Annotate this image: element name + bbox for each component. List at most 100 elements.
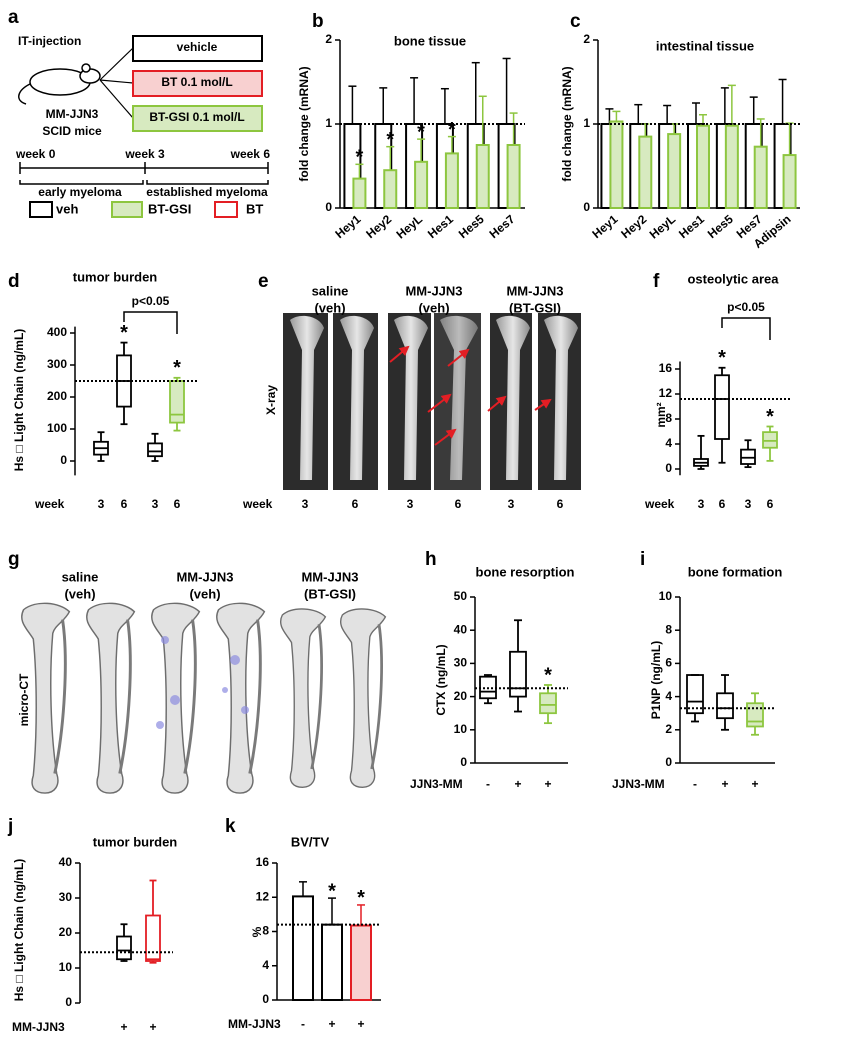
bar [696, 124, 710, 209]
significance-star: * [448, 119, 456, 141]
week-label: 3 [508, 497, 515, 511]
chart-title: BV/TV [291, 834, 330, 849]
mouse-icon [18, 63, 101, 105]
box [509, 650, 527, 698]
group-title: MM-JJN3 [405, 283, 462, 298]
y-tick-label: 0 [65, 995, 72, 1009]
y-tick-label: 10 [454, 722, 468, 736]
panel-letter: g [8, 549, 20, 570]
phase-label: established myeloma [146, 185, 268, 199]
x-tick-label: - [301, 1017, 305, 1031]
group-title: MM-JJN3 [176, 569, 233, 584]
significance-star: * [120, 322, 128, 344]
y-tick-label: 6 [665, 656, 672, 670]
group-title: (BT-GSI) [509, 300, 561, 315]
group-title: MM-JJN3 [301, 569, 358, 584]
y-tick-label: 0 [665, 755, 672, 769]
y-tick-label: 4 [262, 958, 269, 972]
box [762, 431, 778, 449]
panel-letter: f [653, 271, 660, 292]
panel-letter: d [8, 271, 20, 292]
x-tick-label: Hey1 [332, 212, 363, 241]
chart-title: bone tissue [394, 33, 466, 48]
legend-swatch [29, 201, 53, 218]
box [169, 380, 185, 424]
legend-label: BT-GSI [148, 201, 191, 216]
legend-swatch [111, 201, 143, 218]
box [147, 442, 163, 458]
bar [609, 120, 624, 209]
x-tick-label: 6 [121, 497, 128, 511]
box [145, 914, 161, 962]
chart-title: bone formation [688, 564, 783, 579]
row-label: X-ray [264, 385, 278, 415]
box [746, 702, 764, 728]
row-label: micro-CT [17, 673, 31, 726]
panel-letter: k [225, 816, 236, 837]
bracket-label: p<0.05 [727, 300, 765, 314]
week-label: 6 [455, 497, 462, 511]
y-tick-label: 0 [583, 200, 590, 214]
xray-arrows [389, 345, 552, 446]
x-tick-label: Hes7 [487, 212, 518, 241]
y-tick-label: 16 [256, 855, 270, 869]
x-tick-label: 3 [152, 497, 159, 511]
y-tick-label: 200 [47, 389, 67, 403]
significance-star: * [328, 880, 336, 902]
bar [321, 923, 343, 1002]
bar [506, 144, 521, 209]
panel-letter: a [8, 7, 19, 28]
treatment-box [132, 105, 263, 132]
x-tick-label: Hes1 [676, 212, 707, 241]
group-title: (veh) [189, 586, 220, 601]
bar [350, 924, 372, 1001]
treatment-box [132, 70, 263, 97]
y-tick-label: 12 [256, 889, 270, 903]
y-tick-label: 2 [583, 32, 590, 46]
x-title: MM-JJN3 [12, 1020, 65, 1034]
chart-title: tumor burden [73, 269, 158, 284]
box [116, 935, 132, 961]
x-tick-label: HeyL [647, 212, 678, 242]
y-tick-label: 10 [59, 960, 73, 974]
x-tick-label: 3 [698, 497, 705, 511]
bar [414, 160, 429, 210]
x-tick-label: + [328, 1017, 335, 1031]
bar [667, 133, 682, 209]
y-tick-label: 8 [665, 411, 672, 425]
panel-letter: j [7, 816, 13, 837]
timeline-label: week 6 [230, 147, 271, 161]
x-tick-label: + [751, 777, 758, 791]
treatment-label: BT 0.1 mol/L [161, 75, 232, 89]
significance-star: * [386, 129, 394, 151]
y-tick-label: 8 [262, 924, 269, 938]
y-tick-label: 4 [665, 436, 672, 450]
y-tick-label: 1 [325, 116, 332, 130]
group-title: (BT-GSI) [304, 586, 356, 601]
y-tick-label: 0 [325, 200, 332, 214]
chart-title: intestinal tissue [656, 38, 754, 53]
microct-images [20, 601, 387, 795]
box [716, 692, 734, 720]
x-tick-label: Hey2 [363, 212, 394, 241]
x-tick-label: 3 [98, 497, 105, 511]
bar [724, 124, 739, 209]
bar [352, 177, 367, 210]
week-label: 3 [407, 497, 414, 511]
y-tick-label: 12 [659, 386, 673, 400]
y-axis-label: % [250, 926, 264, 937]
timeline-label: week 3 [124, 147, 165, 161]
x-tick-label: 6 [767, 497, 774, 511]
y-tick-label: 0 [460, 755, 467, 769]
bar [444, 152, 459, 209]
injection-lines [99, 47, 134, 119]
x-tick-label: + [149, 1020, 156, 1034]
x-tick-label: - [693, 777, 697, 791]
x-tick-label: Hes5 [705, 212, 736, 241]
x-tick-label: + [120, 1020, 127, 1034]
y-axis-label: Hs □ Light Chain (ng/mL) [12, 859, 26, 1002]
panel-letter: c [570, 11, 581, 32]
x-tick-label: Hey1 [589, 212, 620, 241]
model-label: MM-JJN3 [46, 107, 99, 121]
treatment-box [132, 35, 263, 62]
